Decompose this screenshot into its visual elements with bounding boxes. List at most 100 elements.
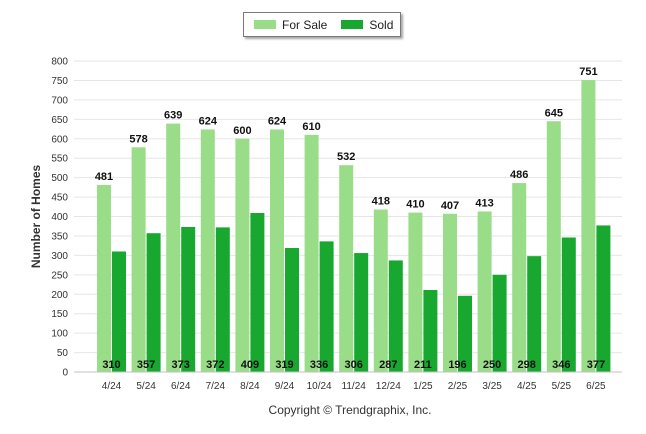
bar-for-sale	[408, 212, 423, 372]
y-tick-label: 300	[51, 251, 68, 262]
bar-for-sale	[373, 209, 388, 372]
bar-sold	[596, 225, 611, 372]
y-tick-label: 400	[51, 212, 68, 223]
bar-sold	[458, 295, 472, 372]
data-label-sold: 298	[518, 359, 536, 371]
legend-swatch-for-sale	[254, 20, 276, 29]
data-label-sold: 409	[241, 359, 259, 371]
bar-sold	[285, 247, 299, 372]
x-tick-label: 8/24	[240, 381, 260, 392]
bar-sold	[319, 241, 334, 372]
bar-sold	[561, 237, 576, 372]
data-label-for-sale: 600	[233, 125, 251, 137]
y-tick-label: 500	[51, 173, 68, 184]
y-tick-label: 600	[51, 134, 68, 145]
data-label-for-sale: 532	[337, 151, 355, 163]
data-label-for-sale: 418	[372, 196, 390, 208]
data-label-sold: 250	[483, 359, 501, 371]
copyright-text: Copyright © Trendgraphix, Inc.	[268, 403, 432, 417]
data-label-for-sale: 413	[475, 197, 493, 209]
x-tick-label: 9/24	[275, 381, 295, 392]
bar-for-sale	[131, 147, 146, 372]
y-tick-label: 150	[51, 309, 68, 320]
data-label-for-sale: 481	[95, 171, 113, 183]
legend-label-for-sale: For Sale	[282, 17, 328, 32]
data-label-sold: 211	[414, 359, 432, 371]
data-label-for-sale: 645	[545, 107, 563, 119]
data-label-for-sale: 639	[164, 110, 182, 122]
bar-sold	[215, 227, 230, 372]
y-tick-label: 100	[51, 329, 68, 340]
data-label-for-sale: 751	[579, 66, 597, 78]
data-label-for-sale: 624	[199, 115, 218, 127]
y-tick-label: 0	[62, 368, 68, 379]
bar-sold	[492, 274, 507, 372]
x-tick-label: 6/25	[586, 381, 606, 392]
x-tick-label: 3/25	[482, 381, 502, 392]
bar-for-sale	[304, 134, 319, 372]
y-tick-label: 700	[51, 95, 68, 106]
data-label-for-sale: 578	[129, 133, 147, 145]
bar-for-sale	[166, 123, 181, 373]
y-axis-title: Number of Homes	[29, 165, 43, 269]
x-tick-label: 1/25	[413, 381, 433, 392]
legend-swatch-sold	[341, 20, 364, 29]
chart-legend: For Sale Sold	[243, 12, 401, 37]
legend-item-for-sale[interactable]: For Sale	[254, 18, 327, 32]
y-tick-label: 550	[51, 154, 68, 165]
bar-sold	[250, 213, 265, 372]
bar-for-sale	[443, 213, 457, 372]
data-label-for-sale: 407	[441, 200, 459, 212]
bar-for-sale	[512, 183, 527, 372]
x-tick-label: 11/24	[342, 381, 367, 392]
y-tick-label: 250	[51, 270, 68, 281]
bar-sold	[112, 251, 126, 372]
x-tick-label: 4/24	[102, 381, 122, 392]
y-tick-label: 450	[51, 193, 68, 204]
data-label-for-sale: 624	[268, 115, 287, 127]
x-tick-label: 7/24	[206, 381, 226, 392]
data-label-sold: 373	[172, 359, 190, 371]
bar-for-sale	[546, 121, 561, 372]
bar-for-sale	[339, 165, 354, 372]
bar-for-sale	[581, 80, 596, 372]
data-label-sold: 346	[552, 359, 570, 371]
bar-for-sale	[235, 138, 250, 372]
x-tick-label: 5/24	[136, 381, 156, 392]
y-tick-label: 350	[51, 231, 68, 242]
y-tick-label: 750	[51, 76, 68, 87]
bar-sold	[527, 256, 542, 372]
y-tick-label: 200	[51, 290, 68, 301]
data-label-sold: 357	[137, 359, 155, 371]
data-label-sold: 306	[345, 359, 363, 371]
legend-label-sold: Sold	[369, 17, 394, 32]
y-tick-label: 650	[51, 115, 68, 126]
data-label-sold: 372	[206, 359, 224, 371]
x-tick-label: 10/24	[307, 381, 332, 392]
y-tick-label: 800	[51, 57, 68, 68]
legend-item-sold[interactable]: Sold	[341, 18, 393, 32]
x-tick-label: 4/25	[517, 381, 537, 392]
data-label-sold: 377	[587, 359, 605, 371]
data-label-sold: 336	[310, 359, 328, 371]
bar-for-sale	[97, 185, 111, 372]
bar-sold	[181, 226, 196, 372]
bar-for-sale	[200, 129, 215, 372]
bar-sold	[146, 233, 161, 372]
data-label-sold: 319	[275, 359, 293, 371]
x-tick-label: 12/24	[376, 381, 401, 392]
x-tick-label: 6/24	[171, 381, 191, 392]
data-label-for-sale: 410	[406, 199, 424, 211]
data-label-for-sale: 610	[302, 121, 320, 133]
y-tick-label: 50	[57, 348, 69, 359]
bar-for-sale	[270, 129, 284, 372]
bar-sold	[354, 253, 369, 372]
data-label-sold: 196	[448, 359, 466, 371]
data-label-sold: 287	[379, 359, 397, 371]
data-label-sold: 310	[102, 359, 120, 371]
bar-sold	[423, 289, 438, 372]
bar-sold	[388, 260, 403, 372]
data-label-for-sale: 486	[510, 169, 528, 181]
bar-for-sale	[477, 211, 492, 372]
